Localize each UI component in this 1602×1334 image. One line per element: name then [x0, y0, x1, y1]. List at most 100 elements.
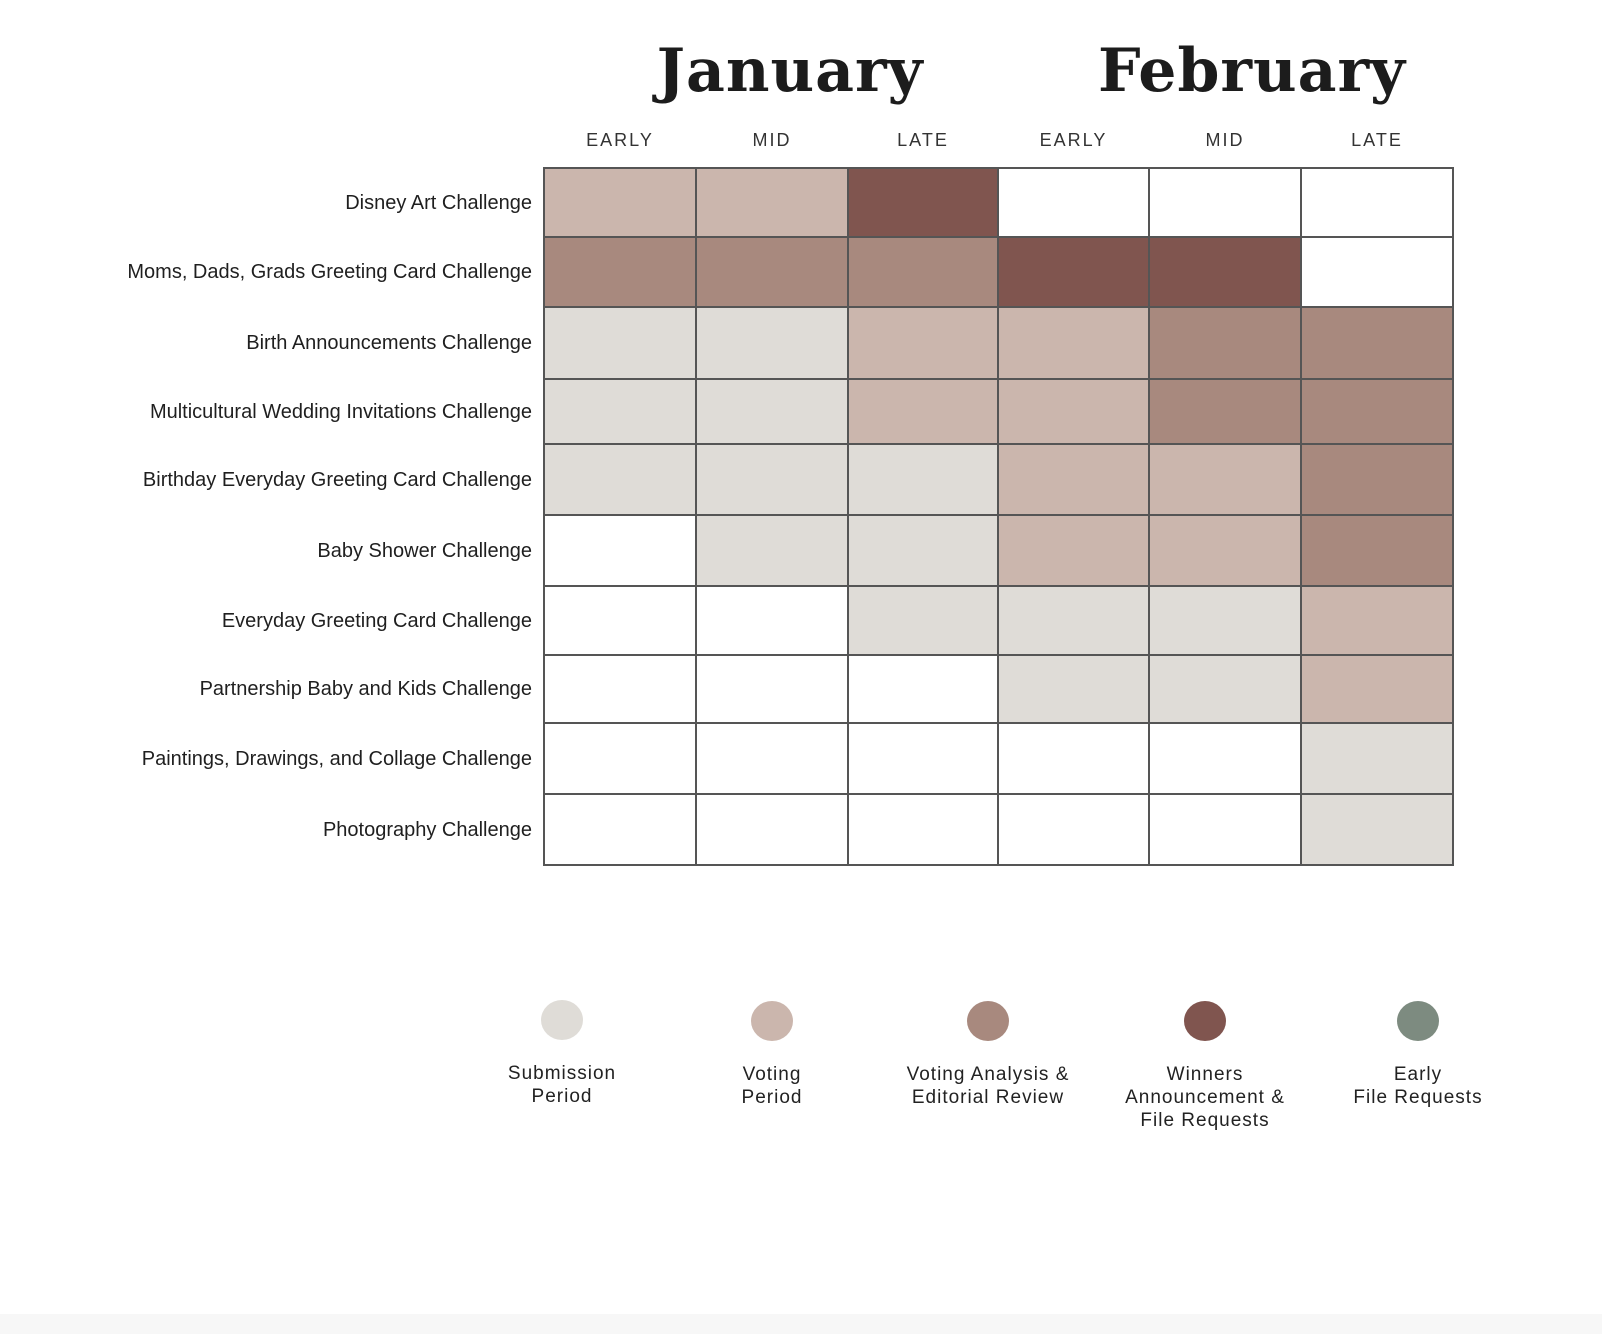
- legend-label-line: Editorial Review: [911, 1087, 1065, 1108]
- column-header: EARLY: [1039, 130, 1108, 150]
- schedule-cell: [1149, 794, 1301, 865]
- row-label: Paintings, Drawings, and Collage Challen…: [141, 747, 532, 770]
- schedule-cell: [998, 168, 1149, 237]
- schedule-cell: [1301, 794, 1453, 865]
- schedule-cell: [1149, 307, 1301, 379]
- schedule-cell: [544, 586, 696, 655]
- grid-line-horizontal: [543, 793, 1454, 795]
- schedule-cell: [696, 444, 848, 515]
- legend-label-line: Submission: [507, 1063, 617, 1084]
- legend-item: Winners Announcement & File Requests: [1105, 1001, 1305, 1132]
- schedule-cell: [998, 586, 1149, 655]
- schedule-cell: [544, 794, 696, 865]
- schedule-cell: [1149, 655, 1301, 723]
- legend-label-line: Announcement &: [1125, 1087, 1285, 1108]
- schedule-cell: [1301, 237, 1453, 307]
- schedule-cell: [696, 723, 848, 794]
- grid-line-vertical: [543, 168, 545, 866]
- legend-label-line: Early: [1393, 1064, 1443, 1085]
- schedule-cell: [696, 379, 848, 444]
- schedule-cell: [848, 586, 998, 655]
- legend-label: Early File Requests: [1318, 1063, 1518, 1109]
- schedule-cell: [696, 794, 848, 865]
- legend-swatch: [967, 1001, 1009, 1041]
- schedule-cell: [1149, 515, 1301, 586]
- schedule-cell: [998, 237, 1149, 307]
- row-label: Partnership Baby and Kids Challenge: [199, 678, 532, 700]
- schedule-cell: [848, 794, 998, 865]
- schedule-cell: [696, 655, 848, 723]
- legend-label-line: Period: [741, 1087, 803, 1108]
- column-header: MID: [1205, 130, 1245, 150]
- grid-line-horizontal: [543, 236, 1454, 238]
- schedule-cell: [848, 723, 998, 794]
- bottom-strip: [0, 1314, 1602, 1334]
- schedule-cell: [544, 307, 696, 379]
- schedule-cell: [1301, 444, 1453, 515]
- grid-line-horizontal: [543, 864, 1454, 866]
- legend-label: Submission Period: [462, 1062, 662, 1108]
- legend-swatch: [1184, 1001, 1226, 1041]
- schedule-cell: [998, 723, 1149, 794]
- schedule-cell: [848, 168, 998, 237]
- schedule-cell: [1301, 723, 1453, 794]
- schedule-cell: [998, 444, 1149, 515]
- schedule-cell: [848, 237, 998, 307]
- schedule-cell: [544, 168, 696, 237]
- grid-line-vertical: [847, 168, 849, 866]
- schedule-cell: [998, 794, 1149, 865]
- schedule-cell: [1301, 379, 1453, 444]
- grid-line-horizontal: [543, 514, 1454, 516]
- legend-label: Voting Period: [672, 1063, 872, 1109]
- legend-swatch: [1397, 1001, 1439, 1041]
- schedule-cell: [848, 655, 998, 723]
- schedule-cell: [998, 307, 1149, 379]
- grid-line-vertical: [1452, 168, 1454, 866]
- legend-item: Voting Analysis & Editorial Review: [888, 1001, 1088, 1109]
- row-label: Moms, Dads, Grads Greeting Card Challeng…: [127, 261, 532, 283]
- schedule-cell: [544, 723, 696, 794]
- schedule-cell: [544, 655, 696, 723]
- schedule-cell: [1149, 586, 1301, 655]
- legend-label: Voting Analysis & Editorial Review: [888, 1063, 1088, 1109]
- schedule-cell: [1301, 655, 1453, 723]
- schedule-cell: [544, 515, 696, 586]
- row-label: Everyday Greeting Card Challenge: [221, 609, 532, 632]
- schedule-cell: [998, 655, 1149, 723]
- grid-line-vertical: [997, 168, 999, 866]
- schedule-cell: [544, 444, 696, 515]
- legend-label-line: Winners: [1166, 1064, 1244, 1085]
- legend-swatch: [751, 1001, 793, 1041]
- schedule-cell: [998, 379, 1149, 444]
- schedule-cell: [1149, 723, 1301, 794]
- schedule-cell: [848, 307, 998, 379]
- grid-line-vertical: [695, 168, 697, 866]
- grid-line-vertical: [1300, 168, 1302, 866]
- schedule-cell: [848, 444, 998, 515]
- legend-item: Voting Period: [672, 1001, 872, 1109]
- legend-label-line: File Requests: [1353, 1087, 1483, 1108]
- grid-line-horizontal: [543, 306, 1454, 308]
- schedule-cell: [1301, 515, 1453, 586]
- legend-item: Early File Requests: [1318, 1001, 1518, 1109]
- row-label: Disney Art Challenge: [345, 191, 532, 214]
- schedule-cell: [1149, 444, 1301, 515]
- grid-line-horizontal: [543, 167, 1454, 169]
- grid-line-horizontal: [543, 443, 1454, 445]
- row-label: Birthday Everyday Greeting Card Challeng…: [142, 468, 532, 491]
- row-label: Birth Announcements Challenge: [246, 332, 532, 354]
- grid-line-horizontal: [543, 722, 1454, 724]
- month-header-february: February: [1097, 36, 1407, 106]
- schedule-cell: [696, 168, 848, 237]
- schedule-cell: [1149, 168, 1301, 237]
- schedule-cell: [1149, 237, 1301, 307]
- legend-label-line: Period: [531, 1086, 593, 1107]
- schedule-cell: [848, 379, 998, 444]
- row-label: Photography Challenge: [322, 818, 532, 841]
- column-header: EARLY: [586, 130, 654, 150]
- legend-label-line: File Requests: [1140, 1110, 1270, 1131]
- schedule-cell: [998, 515, 1149, 586]
- column-header: MID: [752, 130, 792, 150]
- legend-item: Submission Period: [462, 1000, 662, 1108]
- row-label: Multicultural Wedding Invitations Challe…: [149, 400, 532, 423]
